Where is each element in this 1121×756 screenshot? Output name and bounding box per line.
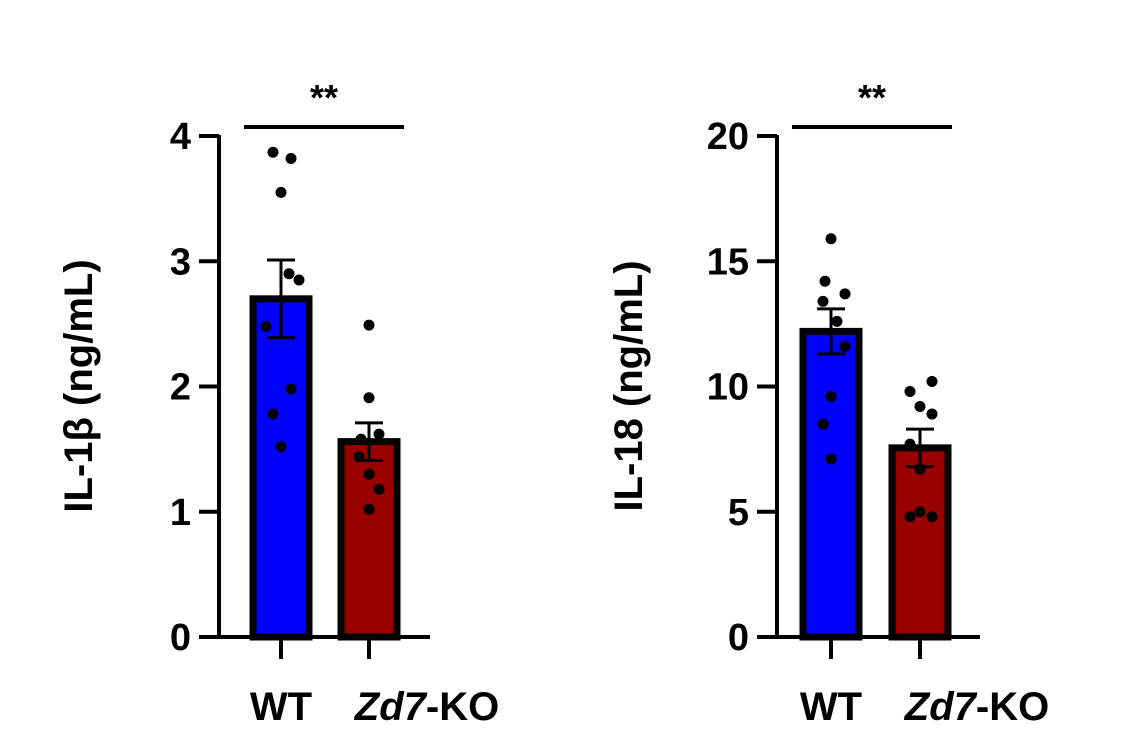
data-point	[363, 319, 375, 331]
data-point	[839, 288, 851, 300]
data-point	[839, 340, 851, 352]
significance-label: **	[858, 77, 886, 118]
y-tick-label: 2	[170, 367, 191, 409]
bar	[888, 444, 952, 641]
data-point	[373, 428, 385, 440]
category-text: WT	[800, 685, 862, 729]
data-point	[363, 468, 375, 480]
y-tick-label: 5	[728, 492, 749, 534]
data-point	[831, 315, 843, 327]
data-point	[353, 451, 365, 463]
category-text-italic: Zd7	[354, 685, 428, 729]
x-category-label: WT	[800, 685, 862, 729]
data-point	[819, 275, 831, 287]
x-category-label: Zd7-KO	[904, 685, 1049, 729]
data-point	[275, 441, 287, 453]
y-tick-label: 0	[170, 617, 191, 659]
data-point	[817, 418, 829, 430]
bar	[249, 295, 313, 641]
data-point	[904, 511, 916, 523]
data-point	[373, 483, 385, 495]
significance-label: **	[310, 77, 338, 118]
data-point	[817, 295, 829, 307]
data-point	[267, 146, 279, 158]
category-text: -KO	[426, 685, 499, 729]
data-point	[285, 383, 297, 395]
data-point	[825, 391, 837, 403]
y-tick-label: 10	[707, 367, 749, 409]
chart-panel-2: 0 5 10 15 20 IL-18 (ng/mL) WT Zd7-KO **	[607, 77, 1049, 729]
data-point	[825, 453, 837, 465]
data-point	[926, 375, 938, 387]
data-point	[285, 153, 297, 165]
data-point	[363, 392, 375, 404]
category-text-italic: Zd7	[904, 685, 978, 729]
data-point	[355, 433, 367, 445]
data-point	[926, 511, 938, 523]
data-point	[283, 268, 295, 280]
data-point	[275, 186, 287, 198]
data-point	[260, 320, 272, 332]
bar	[799, 327, 863, 641]
data-point	[914, 463, 926, 475]
y-tick-label: 3	[170, 241, 191, 283]
y-tick-label: 20	[707, 116, 749, 158]
data-point	[926, 408, 938, 420]
x-category-label: WT	[250, 685, 312, 729]
y-tick-label: 0	[728, 617, 749, 659]
y-axis-title: IL-1β (ng/mL)	[57, 259, 101, 512]
data-point	[825, 233, 837, 245]
x-category-label: Zd7-KO	[354, 685, 499, 729]
y-tick-label: 15	[707, 241, 749, 283]
data-point	[914, 506, 926, 518]
y-axis-title: IL-18 (ng/mL)	[607, 260, 651, 511]
data-point	[904, 438, 916, 450]
data-point	[363, 503, 375, 515]
y-tick-label: 4	[170, 116, 191, 158]
category-text: -KO	[976, 685, 1049, 729]
category-text: WT	[250, 685, 312, 729]
data-point	[293, 274, 305, 286]
y-tick-label: 1	[170, 492, 191, 534]
chart-panel-1: 0 1 2 3 4 IL-1β (ng/mL) WT Zd7-KO **	[57, 77, 499, 729]
data-point	[914, 401, 926, 413]
data-point	[904, 386, 916, 398]
data-point	[267, 408, 279, 420]
